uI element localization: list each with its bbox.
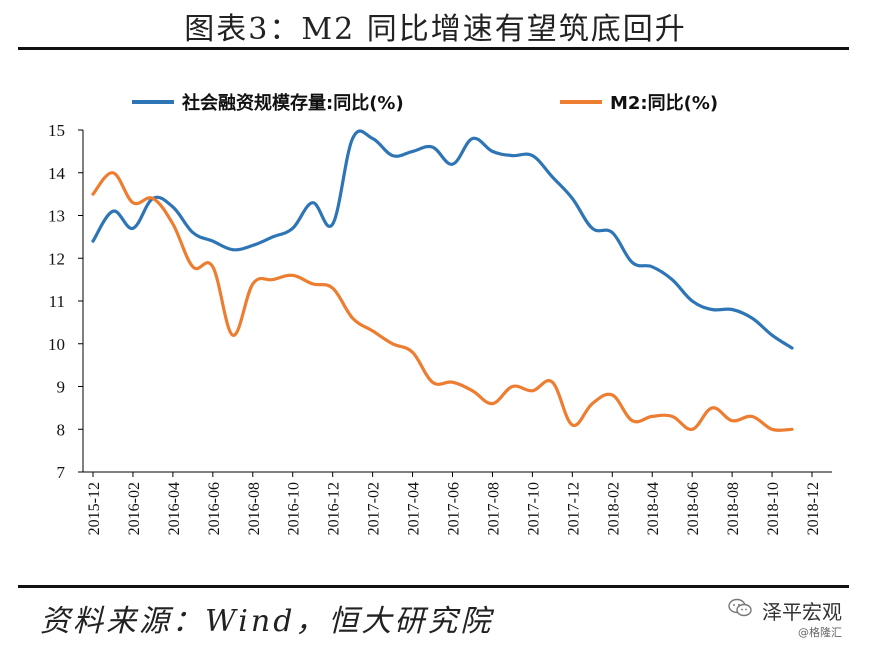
- x-tick-label: 2016-02: [126, 482, 143, 535]
- watermark-sub: @格隆汇: [798, 626, 842, 639]
- x-tick-label: 2017-02: [366, 482, 383, 535]
- y-tick-label: 12: [48, 249, 65, 268]
- y-tick-label: 8: [57, 420, 66, 439]
- chart-axes: 7 8 9 10 11 12 13 14 15 2015-12 2016-02 2016-04 2016…: [48, 121, 832, 535]
- x-tick-label: 2017-08: [485, 482, 502, 535]
- chart-series: [91, 129, 794, 432]
- page-title: 图表3：M2 同比增速有望筑底回升: [184, 12, 687, 47]
- x-tick-label: 2017-04: [406, 482, 423, 535]
- bottom-divider: [18, 585, 849, 588]
- watermark: 泽平宏观 @格隆汇: [728, 596, 858, 646]
- x-tick-label: 2018-06: [685, 482, 702, 535]
- x-tick-label: 2018-10: [765, 482, 782, 535]
- legend-label: M2:同比(%): [610, 93, 718, 114]
- x-tick-label: 2017-10: [525, 482, 542, 535]
- top-divider: [18, 47, 849, 50]
- watermark-brand: 泽平宏观: [762, 600, 842, 624]
- x-tick-label: 2018-08: [725, 482, 742, 535]
- x-tick-label: 2016-06: [206, 482, 223, 535]
- y-tick-label: 7: [57, 463, 66, 482]
- x-tick-label: 2017-12: [565, 482, 582, 535]
- y-tick-label: 15: [48, 121, 65, 140]
- legend-label: 社会融资规模存量:同比(%): [182, 92, 404, 114]
- x-tick-label: 2018-04: [645, 482, 662, 535]
- x-tick-label: 2018-02: [605, 482, 622, 535]
- wechat-icon: [728, 598, 752, 617]
- y-tick-label: 13: [48, 207, 65, 226]
- y-tick-label: 11: [49, 292, 65, 311]
- series-line-2: [91, 171, 794, 432]
- series-line-1: [91, 129, 794, 350]
- x-tick-label: 2017-06: [446, 482, 463, 535]
- x-tick-label: 2016-12: [326, 482, 343, 535]
- y-tick-label: 9: [57, 378, 66, 397]
- y-tick-label: 14: [48, 164, 66, 183]
- y-tick-label: 10: [48, 335, 65, 354]
- x-tick-label: 2016-04: [166, 482, 183, 535]
- line-chart: 社会融资规模存量:同比(%) M2:同比(%) 7 8 9 10 11 12 13 14 15 20…: [48, 92, 832, 535]
- x-tick-label: 2015-12: [86, 482, 103, 535]
- x-tick-label: 2018-12: [805, 482, 822, 535]
- x-tick-label: 2016-08: [246, 482, 263, 535]
- source-note: 资料来源：Wind，恒大研究院: [40, 604, 494, 639]
- chart-legend: 社会融资规模存量:同比(%) M2:同比(%): [132, 92, 718, 114]
- x-tick-label: 2016-10: [286, 482, 303, 535]
